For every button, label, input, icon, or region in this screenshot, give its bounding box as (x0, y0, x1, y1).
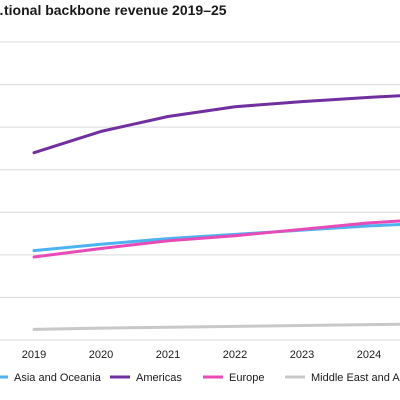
legend-item: Middle East and A (285, 372, 400, 384)
legend-item: Europe (203, 372, 264, 384)
x-tick-label: 2020 (89, 349, 113, 361)
legend-label: Asia and Oceania (14, 372, 102, 384)
legend: Asia and Oceania Americas Europe Middle Eas… (0, 372, 400, 384)
x-tick-label: 2022 (223, 349, 247, 361)
x-tick-label: 2024 (357, 349, 381, 361)
legend-item: Americas (110, 372, 182, 384)
legend-label: Americas (136, 372, 182, 384)
gridlines (0, 41, 400, 341)
x-tick-label: 2021 (156, 349, 180, 361)
legend-label: Middle East and A (311, 372, 400, 384)
x-axis-ticks: 2019202020212022202320242025 (22, 349, 381, 361)
x-tick-label: 2023 (290, 349, 314, 361)
chart-title: …tional backbone revenue 2019–25 (0, 2, 227, 18)
series-line-middle-east-and-a (32, 322, 400, 331)
series-line-americas (32, 94, 400, 155)
legend-label: Europe (229, 372, 264, 384)
legend-item: Asia and Oceania (0, 372, 102, 384)
x-tick-label: 2019 (22, 349, 46, 361)
series-lines (32, 94, 400, 331)
series-line-europe (32, 219, 400, 259)
